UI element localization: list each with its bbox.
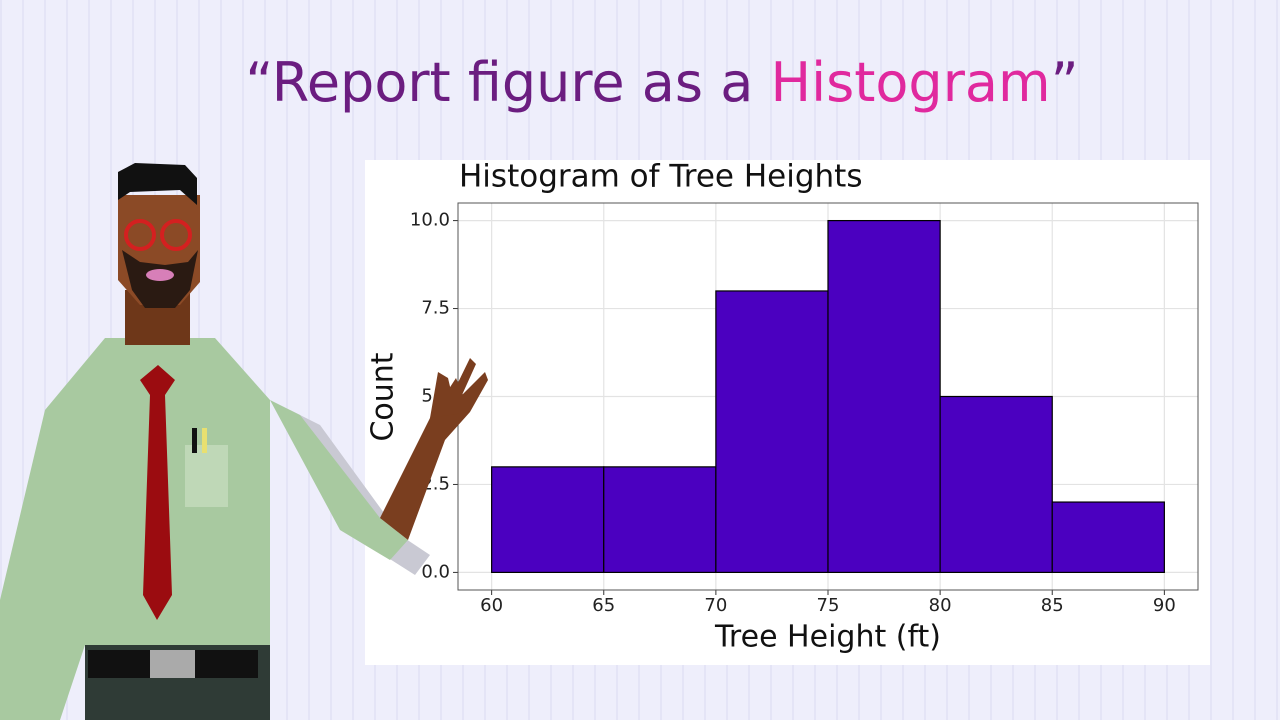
x-tick-label: 80 (929, 595, 952, 616)
pen (202, 428, 207, 453)
histogram-bar (827, 219, 941, 574)
heading-suffix: ” (1051, 51, 1079, 114)
sleeve (270, 400, 408, 560)
x-tick-label: 85 (1041, 595, 1064, 616)
x-tick-label: 60 (480, 595, 503, 616)
pen (192, 428, 197, 453)
y-axis-label: Count (366, 352, 401, 441)
x-tick-label: 65 (592, 595, 615, 616)
histogram-bar (939, 395, 1053, 574)
histogram-bar (1051, 501, 1165, 574)
glasses-right (160, 219, 192, 251)
pocket (185, 445, 228, 507)
heading-highlight: Histogram (770, 51, 1050, 114)
heading-prefix: “Report figure as a (245, 51, 770, 114)
buckle (150, 650, 195, 678)
x-axis-label: Tree Height (ft) (714, 620, 941, 655)
chart-title: Histogram of Tree Heights (459, 159, 862, 195)
mouth (146, 269, 174, 281)
x-tick-label: 75 (817, 595, 840, 616)
forearm (380, 378, 470, 540)
tie (140, 365, 175, 620)
heading: “Report figure as a Histogram” (245, 51, 1078, 114)
y-tick-label: 10.0 (410, 210, 450, 231)
y-tick-label: 0.0 (421, 561, 450, 582)
x-tick-label: 70 (704, 595, 727, 616)
histogram-bar (491, 466, 605, 574)
y-tick-label: 7.5 (421, 298, 450, 319)
presenter-illustration (0, 163, 488, 720)
histogram-bar (603, 466, 717, 574)
histogram-bar (715, 290, 829, 574)
glasses-left (124, 219, 156, 251)
hand (430, 358, 488, 418)
hair (118, 163, 197, 205)
x-tick-label: 90 (1153, 595, 1176, 616)
